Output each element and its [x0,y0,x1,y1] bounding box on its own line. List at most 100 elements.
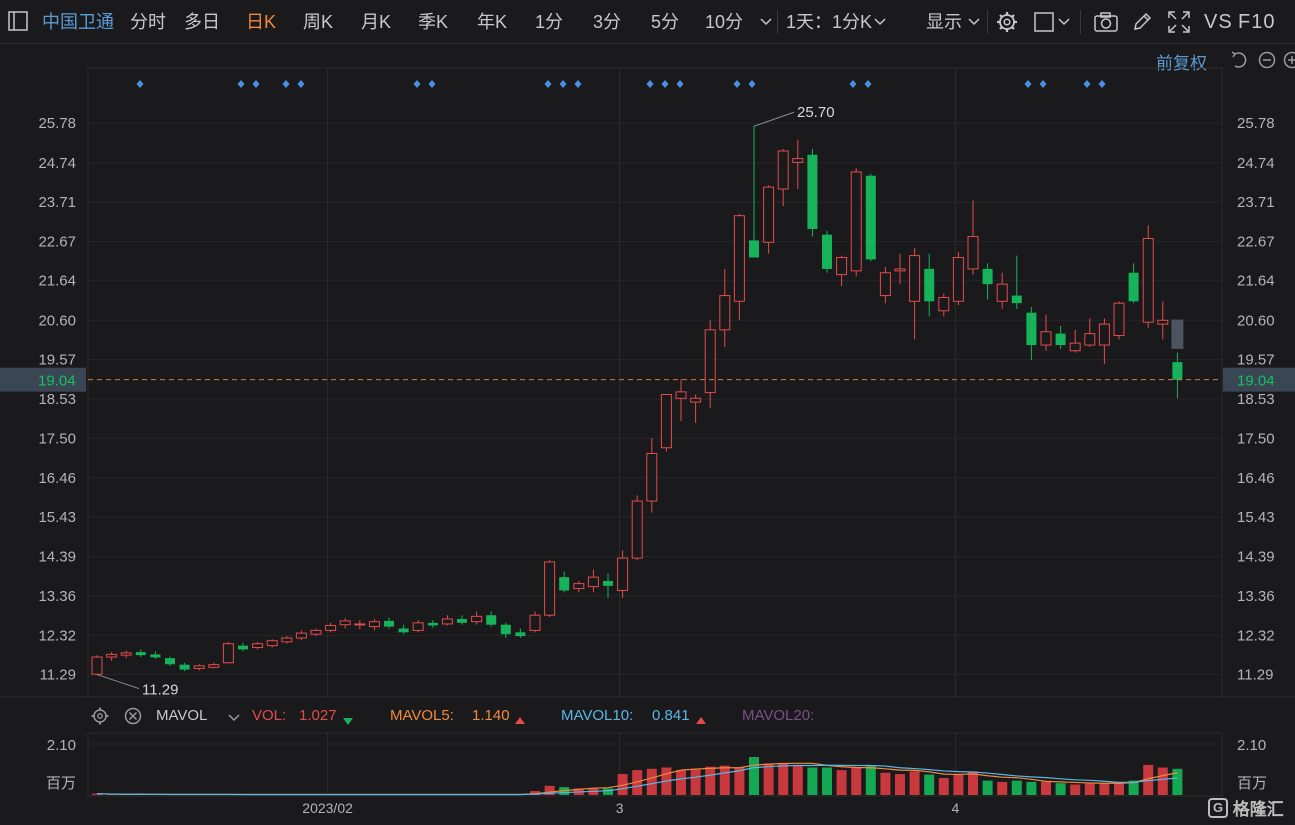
x-tick-label: 2023/02 [302,800,353,816]
period-tab-2[interactable]: 日K [246,12,277,32]
period-tab-6[interactable]: 年K [477,12,508,32]
volume-close-icon[interactable] [124,707,142,730]
volume-bar [427,794,438,795]
candle-body-down [1026,312,1037,346]
more-periods-chevron-icon[interactable] [759,14,773,33]
pencil-draw-icon[interactable] [1131,11,1153,38]
candle [91,655,103,675]
volume-bar [135,794,146,795]
fullscreen-icon[interactable] [1168,11,1190,38]
candle [238,642,248,652]
event-marker-icon [849,80,857,88]
period-tab-5[interactable]: 季K [418,12,449,32]
candle-body-down [515,632,526,637]
candle-body-down [982,268,993,285]
candle-body-up [704,329,716,394]
candle [281,636,293,644]
event-marker-icon [574,80,582,88]
vs-compare-button[interactable]: VS [1204,11,1233,33]
candle-body-up [660,394,672,449]
y-tick-left: 19.57 [38,351,76,368]
volume-bar [252,794,263,795]
y-tick-left: 21.64 [38,273,76,290]
y-tick-left: 24.74 [38,155,76,172]
undo-icon[interactable] [1230,51,1248,74]
zoom-in-icon[interactable] [1283,51,1295,74]
volume-bar [559,787,570,795]
event-marker-icon [559,80,567,88]
event-marker-icon [413,80,421,88]
period-tab-3[interactable]: 周K [303,12,334,32]
period-tab-10[interactable]: 10分 [705,12,744,32]
divider [987,10,988,34]
y-tick-right: 23.71 [1237,194,1275,211]
volume-bar [1026,781,1037,795]
settings-gear-icon[interactable] [996,11,1018,38]
candle-body-up [836,257,848,276]
indicator-select[interactable]: MAVOL [156,707,208,724]
checkbox-square-icon[interactable] [1034,11,1056,38]
checkbox-chevron-icon[interactable] [1057,14,1071,33]
y-tick-right: 15.43 [1237,509,1275,526]
volume-bar [734,767,745,795]
period-tab-1[interactable]: 多日 [184,12,220,32]
volume-bar [836,770,847,795]
volume-bar [442,794,453,795]
period-tab-4[interactable]: 月K [361,12,392,32]
candle-body-up [1157,319,1169,325]
candle [690,394,702,424]
volume-bar [165,794,175,795]
candle [412,620,424,633]
candle-body-up [733,215,745,302]
event-marker-icon [864,80,872,88]
volume-bar [106,794,117,795]
indicator-chevron-icon[interactable] [227,710,241,729]
candle [967,200,979,275]
volume-bar [719,765,730,795]
candle-body-down [150,654,161,658]
volume-bar [1099,783,1110,795]
mavol5-value: 1.140 [472,707,510,724]
y-tick-right: 20.60 [1237,312,1275,329]
candle-body-down [865,175,876,260]
candle [310,628,322,637]
period-tab-9[interactable]: 5分 [651,12,680,32]
display-menu[interactable]: 显示 [926,12,962,32]
y-axis-right: 25.78 24.74 23.71 22.67 21.64 20.60 19.57 18.53… [1237,115,1275,683]
volume-bar [573,788,584,795]
candle [529,611,541,633]
interval-select[interactable]: 1天：1分K [786,12,873,32]
period-tab-7[interactable]: 1分 [535,12,564,32]
candle-body-up [719,295,731,331]
camera-icon[interactable] [1094,11,1118,38]
volume-frame [87,732,1223,797]
mavol5-line [96,762,1178,796]
y-tick-left: 15.43 [38,509,76,526]
candle [1040,314,1052,351]
volume-settings-gear-icon[interactable] [91,707,109,730]
candle [384,617,394,629]
sidebar-toggle-icon[interactable] [8,11,28,31]
candle [1142,225,1154,328]
interval-chevron-icon[interactable] [873,14,887,33]
volume-bar [1172,768,1183,795]
period-tab-0[interactable]: 分时 [130,12,166,32]
candle-body-up [325,624,337,631]
candle [544,560,556,618]
candle [295,630,307,640]
candle [587,569,599,593]
volume-bar [340,794,351,795]
stock-name[interactable]: 中国卫通 [42,12,114,32]
zoom-out-icon[interactable] [1258,51,1276,74]
period-tab-8[interactable]: 3分 [593,12,622,32]
candle [1026,306,1037,361]
candle-body-up [310,629,322,635]
display-chevron-icon[interactable] [967,14,981,33]
candle [1128,263,1139,304]
candle [982,263,993,300]
y-axis-left: 25.78 24.74 23.71 22.67 21.64 20.60 19.57 18.53… [38,115,76,683]
event-marker-icon [1024,80,1032,88]
adjust-mode-label[interactable]: 前复权 [1156,54,1207,73]
f10-button[interactable]: F10 [1238,11,1276,33]
